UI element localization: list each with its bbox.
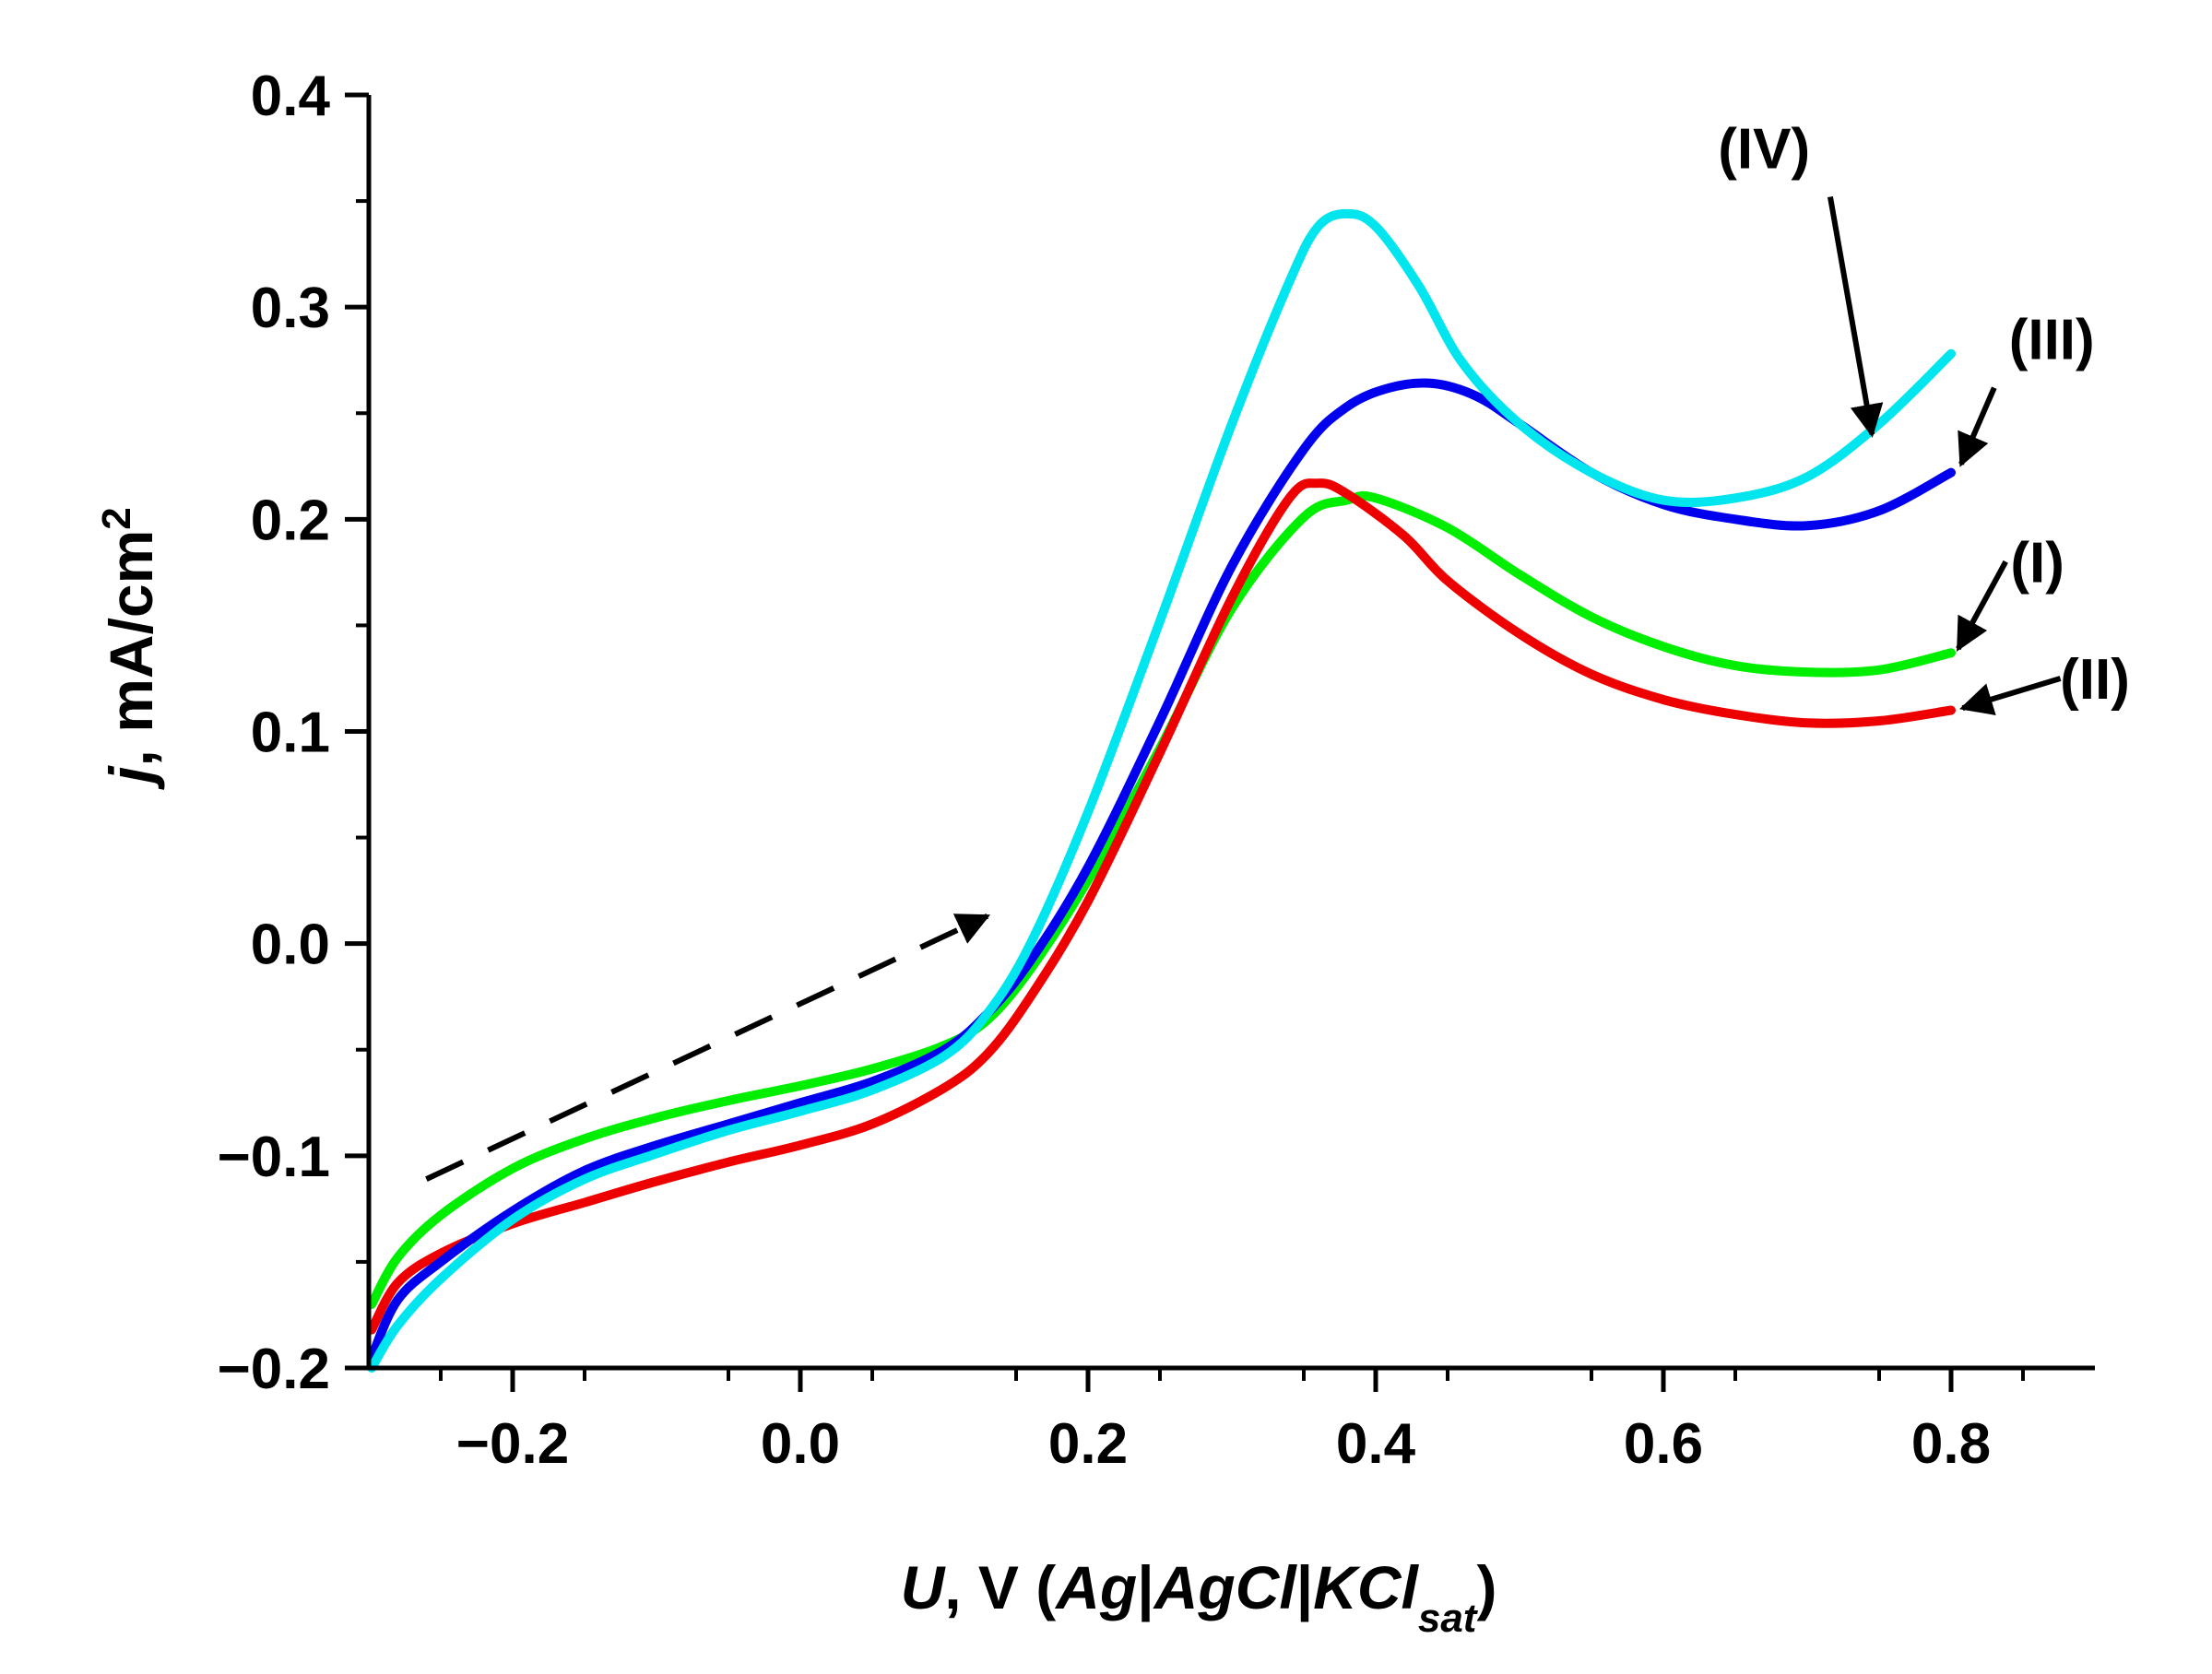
curve-label: (I) <box>2010 531 2064 595</box>
annotation-arrow <box>1959 676 2062 715</box>
series-line-4 <box>367 208 1956 1373</box>
x-axis-close-paren: ) <box>1476 1553 1496 1621</box>
x-axis-sep-2: | <box>1296 1553 1313 1623</box>
annotation-arrow <box>1956 560 2008 652</box>
y-tick-label: 0.3 <box>251 277 330 340</box>
y-tick-label: 0.0 <box>251 914 330 977</box>
x-tick-label: 0.8 <box>1911 1412 1991 1476</box>
x-tick-label: 0.2 <box>1048 1412 1128 1476</box>
x-axis-title: U, V (Ag|AgCl|KClsat) <box>901 1553 1497 1641</box>
x-axis-ref-c-subscript: sat <box>1418 1596 1479 1641</box>
annotation-arrow <box>1828 195 1884 438</box>
y-tick-label: 0.4 <box>251 65 331 128</box>
x-axis-ref-a: Ag <box>1054 1553 1137 1621</box>
x-axis-sep-1: | <box>1137 1553 1153 1623</box>
axes-group <box>366 95 2095 1371</box>
y-axis-unit: , mA/cm <box>97 530 165 767</box>
y-tick-label: 0.1 <box>251 701 330 765</box>
x-axis-variable: U <box>901 1553 947 1621</box>
y-axis-title: j, mA/cm2 <box>94 507 166 791</box>
y-tick-label: −0.1 <box>218 1126 330 1189</box>
y-tick-label: −0.2 <box>218 1338 330 1401</box>
series-line-2 <box>367 478 1956 1335</box>
ticks-group: −0.2 0.0 0.2 0.4 0.6 0.8 −0.2 −0.1 0.0 0.1 0.2 0.3 0… <box>218 65 2025 1476</box>
x-axis-ref-c: KCl <box>1313 1553 1419 1621</box>
scan-direction-arrow <box>425 914 991 1182</box>
curve-label: (II) <box>2060 648 2130 712</box>
series-line-3 <box>367 378 1956 1362</box>
y-axis-variable: j <box>97 765 165 791</box>
x-tick-label: −0.2 <box>456 1412 569 1476</box>
annotation-arrow <box>1958 386 1997 467</box>
curve-label: (III) <box>2009 309 2095 372</box>
y-tick-label: 0.2 <box>251 489 330 552</box>
x-tick-label: 0.0 <box>761 1412 840 1476</box>
annotations-group: (IV) (III) (I) (II) <box>425 118 2130 1182</box>
y-axis-unit-superscript: 2 <box>94 507 139 529</box>
x-tick-label: 0.4 <box>1336 1412 1416 1476</box>
data-series-group <box>367 208 1956 1373</box>
curve-label: (IV) <box>1718 118 1810 182</box>
x-tick-label: 0.6 <box>1624 1412 1703 1476</box>
x-axis-unit: , V ( <box>944 1553 1056 1621</box>
x-axis-ref-b: AgCl <box>1153 1553 1298 1621</box>
